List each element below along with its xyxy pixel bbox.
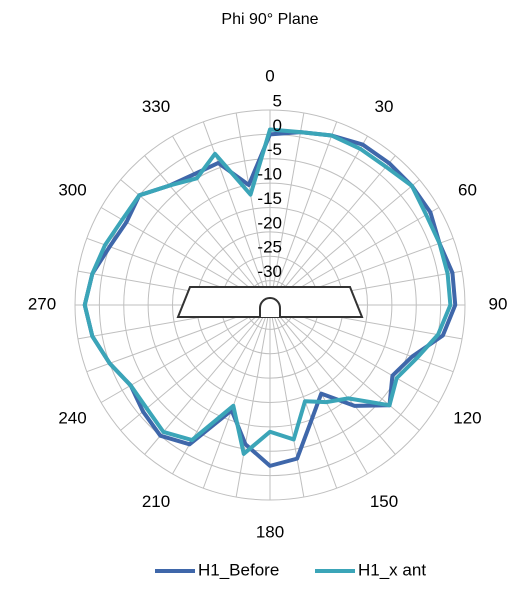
grid-spoke bbox=[172, 135, 271, 306]
angle-tick-label: 0 bbox=[265, 66, 274, 85]
legend: H1_Before H1_x ant bbox=[155, 560, 426, 579]
grid-spoke bbox=[269, 135, 368, 306]
chart-title: Phi 90° Plane bbox=[221, 11, 318, 28]
angle-tick-label: 150 bbox=[370, 492, 398, 511]
radial-tick-label: -25 bbox=[257, 238, 282, 257]
radial-tick-label: -30 bbox=[257, 262, 282, 281]
device-icon bbox=[176, 286, 364, 318]
grid-spoke bbox=[269, 304, 420, 431]
angle-tick-label: 60 bbox=[458, 180, 477, 199]
radial-tick-label: -15 bbox=[257, 189, 282, 208]
grid-spoke bbox=[269, 304, 338, 489]
grid-spoke bbox=[269, 304, 368, 475]
grid-spoke bbox=[269, 304, 396, 455]
labels: 0 30 60 90 120 150 180 210 240 270 300 330 -30 -25 -20… bbox=[28, 66, 508, 541]
grid-spoke bbox=[269, 179, 420, 306]
angle-tick-label: 120 bbox=[453, 408, 481, 427]
angle-tick-label: 330 bbox=[142, 97, 170, 116]
grid-spoke bbox=[269, 112, 305, 306]
angle-tick-label: 240 bbox=[58, 408, 86, 427]
grid-spoke bbox=[269, 155, 396, 306]
grid-spoke bbox=[269, 121, 338, 306]
grid-spoke bbox=[235, 112, 271, 306]
device-feed bbox=[259, 297, 281, 317]
radial-tick-label: -5 bbox=[267, 140, 282, 159]
grid-spoke bbox=[269, 304, 440, 403]
radial-tick-label: 0 bbox=[273, 116, 282, 135]
grid-spoke bbox=[202, 304, 271, 489]
grid-spoke bbox=[235, 304, 271, 498]
radial-tick-label: -20 bbox=[257, 213, 282, 232]
angle-tick-label: 180 bbox=[256, 522, 284, 541]
angle-tick-label: 300 bbox=[58, 180, 86, 199]
legend-label: H1_Before bbox=[198, 560, 279, 579]
series-line bbox=[82, 127, 453, 456]
grid-spoke bbox=[120, 179, 271, 306]
grid-spoke bbox=[269, 304, 305, 498]
angle-tick-label: 30 bbox=[375, 97, 394, 116]
angle-tick-label: 90 bbox=[489, 294, 508, 313]
radial-tick-label: 5 bbox=[273, 91, 282, 110]
radial-tick-label: -10 bbox=[257, 165, 282, 184]
series-line bbox=[82, 130, 458, 468]
grid-spoke bbox=[144, 155, 271, 306]
legend-label: H1_x ant bbox=[358, 560, 426, 579]
angle-tick-label: 210 bbox=[142, 492, 170, 511]
series-group bbox=[82, 127, 458, 468]
grid-spoke bbox=[144, 304, 271, 455]
angle-tick-label: 270 bbox=[28, 294, 56, 313]
